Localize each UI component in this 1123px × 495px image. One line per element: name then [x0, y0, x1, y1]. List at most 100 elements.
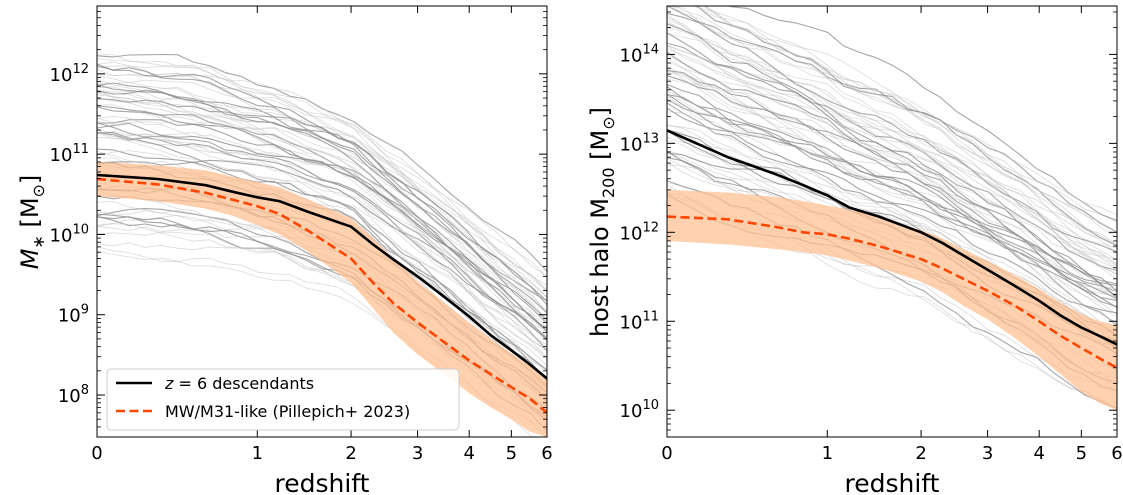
legend: z = 6 descendants MW/M31-like (Pillepich…: [106, 368, 460, 431]
individual-track: [667, 78, 1117, 318]
individual-track: [667, 75, 1117, 293]
individual-track: [97, 119, 547, 321]
right-y-axis-label: host halo M200 [M⊙]: [586, 107, 618, 337]
individual-track: [705, 6, 1117, 249]
right-axes-frame: [666, 5, 1118, 438]
left-descendants-median-line: [97, 173, 547, 380]
individual-track: [670, 6, 1117, 270]
x-tick-label: 2: [345, 443, 356, 464]
right-x-axis-label: redshift: [845, 469, 940, 495]
y-tick-label: 109: [58, 303, 89, 327]
individual-track: [703, 6, 1117, 238]
individual-track: [667, 32, 1117, 285]
individual-track: [97, 75, 547, 278]
individual-track: [667, 60, 1117, 280]
individual-track: [692, 6, 1117, 233]
individual-track: [667, 6, 1117, 247]
individual-track: [667, 90, 1117, 323]
x-tick-label: 4: [463, 443, 474, 464]
individual-track: [667, 86, 1117, 300]
individual-track: [676, 6, 1117, 246]
individual-track: [667, 102, 1117, 308]
individual-track: [667, 93, 1117, 314]
x-tick-label: 1: [822, 443, 833, 464]
y-tick-label: 1010: [620, 398, 659, 422]
individual-track: [667, 51, 1117, 298]
individual-track: [667, 44, 1117, 266]
x-tick-label: 3: [412, 443, 423, 464]
individual-track: [97, 82, 547, 293]
individual-track: [97, 159, 547, 339]
individual-track: [667, 44, 1117, 299]
individual-track: [97, 82, 547, 324]
x-tick-label: 5: [1076, 443, 1087, 464]
x-tick-label: 6: [541, 443, 552, 464]
individual-track: [97, 104, 547, 323]
legend-label-mw-m31: MW/M31-like (Pillepich+ 2023): [165, 402, 410, 421]
individual-track: [97, 61, 547, 287]
individual-track: [97, 78, 547, 291]
left-y-ticks: 108 109 1010 1011 1012: [50, 5, 547, 438]
y-tick-label: 1011: [620, 309, 659, 333]
right-mw-m31-median-line: [667, 215, 1117, 369]
x-tick-label: 0: [661, 443, 672, 464]
individual-track: [97, 98, 547, 314]
y-tick-label: 1013: [620, 131, 659, 155]
individual-track: [97, 129, 547, 346]
x-tick-label: 3: [982, 443, 993, 464]
right-descendants-median-line: [667, 129, 1117, 346]
right-y-ticks: 1010 1011 1012 1013 1014: [620, 11, 1117, 438]
individual-track: [667, 94, 1117, 329]
y-tick-label: 1012: [620, 220, 659, 244]
y-tick-label: 1012: [50, 62, 89, 86]
individual-track: [97, 83, 547, 340]
left-x-axis-label: redshift: [275, 469, 370, 495]
y-tick-label: 1011: [50, 142, 89, 166]
x-tick-label: 0: [91, 443, 102, 464]
individual-track: [97, 106, 547, 332]
x-tick-label: 1: [252, 443, 263, 464]
right-mw-m31-band: [667, 189, 1117, 411]
individual-track: [97, 58, 547, 278]
individual-track: [97, 105, 547, 332]
individual-track: [97, 65, 547, 313]
individual-track: [97, 148, 547, 381]
individual-track: [97, 97, 547, 313]
right-x-ticks: 0 1 2 3 4 5 6: [661, 6, 1123, 464]
right-panel: 0 1 2 3 4 5 6 1010 1011 1012 1013 1014 redshift ho…: [586, 5, 1123, 495]
individual-track: [696, 6, 1117, 216]
individual-track: [667, 57, 1117, 301]
individual-track: [97, 86, 547, 348]
left-y-axis-label: M∗ [M⊙]: [16, 175, 48, 270]
individual-track: [97, 129, 547, 372]
individual-track: [667, 33, 1117, 261]
individual-track: [97, 115, 547, 342]
individual-track: [97, 69, 547, 298]
x-tick-label: 2: [915, 443, 926, 464]
individual-track: [97, 130, 547, 332]
legend-box: [106, 368, 460, 431]
individual-track: [667, 69, 1117, 292]
individual-track: [97, 122, 547, 340]
individual-track: [667, 6, 1117, 223]
x-tick-label: 5: [506, 443, 517, 464]
individual-track: [97, 54, 547, 291]
individual-track: [97, 132, 547, 352]
individual-track: [97, 63, 547, 302]
x-tick-label: 6: [1111, 443, 1122, 464]
y-tick-label: 1014: [620, 42, 659, 66]
individual-track: [97, 117, 547, 322]
y-tick-label: 1010: [50, 222, 89, 246]
individual-track: [667, 17, 1117, 260]
left-x-ticks: 0 1 2 3 4 5 6: [91, 6, 553, 464]
x-tick-label: 4: [1033, 443, 1044, 464]
individual-track: [97, 65, 547, 306]
individual-track: [728, 6, 1117, 222]
left-axes-frame: [96, 5, 548, 438]
left-panel: 0 1 2 3 4 5 6 108 109 1010 1011 1012 redshift M∗ […: [16, 5, 553, 495]
legend-label-descendants: z = 6 descendants: [164, 374, 314, 393]
individual-track: [97, 53, 547, 272]
individual-track: [667, 67, 1117, 290]
left-mw-m31-median-line: [97, 177, 547, 414]
